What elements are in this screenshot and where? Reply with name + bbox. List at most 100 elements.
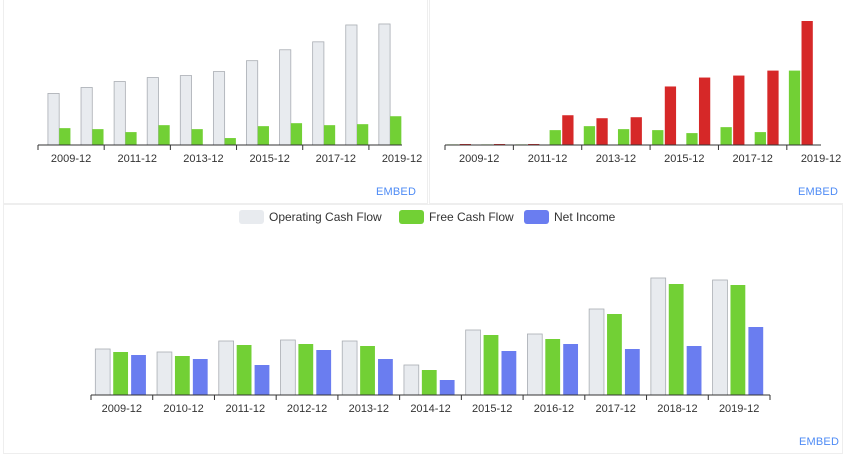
chart-panel-bottom: 2009-12 2010-12 2011-12 2012-12 2013-12 2014-… xyxy=(3,204,843,454)
x-tick-label-tl-2017-12: 2017-12 xyxy=(316,153,356,165)
bar-bottom-s1-2019-12 xyxy=(730,285,746,395)
chart-top-right: 2009-12 2011-12 2013-12 2015-12 2017-12 2019-… xyxy=(444,21,841,165)
bar-tl-s1-2015-12 xyxy=(257,126,269,145)
x-tick-label-tr-2015-12: 2015-12 xyxy=(664,153,704,165)
x-tick-label-bottom-2011-12: 2011-12 xyxy=(226,403,266,415)
bar-bottom-s2-2013-12 xyxy=(378,359,393,395)
x-tick-label-bottom-2012-12: 2012-12 xyxy=(287,403,327,415)
bar-tl-s1-2018-12 xyxy=(357,124,369,145)
x-tick-label-bottom-2015-12: 2015-12 xyxy=(472,403,512,415)
bar-tl-s0-2016-12 xyxy=(279,49,292,146)
bar-tl-s0-2018-12 xyxy=(345,24,358,146)
embed-link-top-right[interactable]: EMBED xyxy=(798,186,839,198)
bar-bottom-s2-2011-12 xyxy=(254,365,270,395)
bar-bottom-s0-2014-12 xyxy=(403,364,420,396)
x-tick-label-bottom-2014-12: 2014-12 xyxy=(410,403,450,415)
bar-tr-s1-2014-12 xyxy=(630,117,642,145)
bar-tl-s1-2012-12 xyxy=(158,125,170,145)
legend-swatch-2 xyxy=(524,210,549,224)
legend-swatch-1 xyxy=(399,210,424,224)
bar-tl-s0-2017-12 xyxy=(312,41,325,146)
bar-tr-s1-2015-12 xyxy=(664,86,677,145)
bar-tl-s1-2016-12 xyxy=(290,123,303,145)
x-tick-label-bottom-2016-12: 2016-12 xyxy=(534,403,574,415)
bar-bottom-s0-2010-12 xyxy=(156,351,173,396)
bar-tl-s1-2010-12 xyxy=(92,129,104,145)
bar-tr-s0-2019-12 xyxy=(788,70,801,145)
chart-bottom: 2009-12 2010-12 2011-12 2012-12 2013-12 2014-… xyxy=(90,210,771,415)
bar-bottom-s2-2010-12 xyxy=(192,359,208,395)
bar-bottom-s1-2017-12 xyxy=(607,314,622,395)
embed-link-top-left[interactable]: EMBED xyxy=(376,186,417,198)
bar-bottom-s1-2013-12 xyxy=(360,346,375,395)
bar-bottom-s2-2012-12 xyxy=(316,350,332,395)
x-tick-label-bottom-2017-12: 2017-12 xyxy=(595,403,635,415)
bar-tr-s0-2017-12 xyxy=(720,127,732,145)
bar-tl-s0-2013-12 xyxy=(179,75,192,146)
bar-bottom-s1-2009-12 xyxy=(113,352,129,395)
bar-tr-s1-2013-12 xyxy=(596,118,608,145)
bar-tl-s1-2013-12 xyxy=(191,129,203,145)
x-tick-label-tr-2009-12: 2009-12 xyxy=(459,153,499,165)
bar-bottom-s2-2019-12 xyxy=(748,327,764,395)
legend-label-1: Free Cash Flow xyxy=(429,210,514,224)
bar-tr-s0-2013-12 xyxy=(583,126,596,145)
x-tick-label-tl-2009-12: 2009-12 xyxy=(51,153,91,165)
bar-bottom-s0-2009-12 xyxy=(94,348,111,396)
bar-bottom-s1-2014-12 xyxy=(421,370,437,395)
bar-bottom-s0-2018-12 xyxy=(650,277,667,396)
x-tick-label-bottom-2019-12: 2019-12 xyxy=(719,403,759,415)
bar-bottom-s2-2016-12 xyxy=(563,344,579,395)
bar-bottom-s0-2011-12 xyxy=(218,340,234,396)
bar-bottom-s1-2016-12 xyxy=(545,339,561,395)
bar-bottom-s2-2018-12 xyxy=(686,346,702,395)
bar-tr-s0-2015-12 xyxy=(652,130,664,145)
x-tick-label-tr-2017-12: 2017-12 xyxy=(732,153,772,165)
bar-bottom-s0-2017-12 xyxy=(588,308,605,396)
x-tick-label-tl-2019-12: 2019-12 xyxy=(382,153,422,165)
bar-tr-s1-2019-12 xyxy=(801,21,813,145)
bar-tl-s0-2012-12 xyxy=(146,77,159,146)
bar-tl-s1-2014-12 xyxy=(224,138,236,145)
bar-bottom-s2-2017-12 xyxy=(624,349,640,395)
bar-bottom-s0-2015-12 xyxy=(465,329,481,396)
bar-tl-s0-2011-12 xyxy=(113,81,126,146)
bar-tr-s1-2018-12 xyxy=(767,70,779,145)
bar-bottom-s1-2012-12 xyxy=(298,344,314,395)
bar-tl-s0-2015-12 xyxy=(246,60,259,146)
x-tick-label-tr-2011-12: 2011-12 xyxy=(528,153,568,165)
embed-link-bottom[interactable]: EMBED xyxy=(799,436,840,448)
legend-swatch-0 xyxy=(239,210,264,224)
x-tick-label-bottom-2013-12: 2013-12 xyxy=(349,403,389,415)
bar-bottom-s0-2019-12 xyxy=(712,279,728,396)
x-tick-label-tl-2013-12: 2013-12 xyxy=(183,153,223,165)
x-tick-label-tr-2013-12: 2013-12 xyxy=(596,153,636,165)
bar-tl-s0-2010-12 xyxy=(80,87,93,146)
legend-label-2: Net Income xyxy=(554,210,616,224)
bar-tl-s0-2009-12 xyxy=(47,93,60,146)
bar-tr-s1-2016-12 xyxy=(698,77,711,145)
x-tick-label-tr-2019-12: 2019-12 xyxy=(801,153,841,165)
legend-label-0: Operating Cash Flow xyxy=(269,210,382,224)
x-tick-label-tl-2011-12: 2011-12 xyxy=(117,153,157,165)
bar-tr-s1-2017-12 xyxy=(733,75,745,145)
x-tick-label-bottom-2018-12: 2018-12 xyxy=(657,403,697,415)
bar-bottom-s2-2015-12 xyxy=(501,351,517,395)
bar-tr-s0-2014-12 xyxy=(617,129,630,145)
bar-bottom-s1-2018-12 xyxy=(668,284,684,395)
bar-tl-s0-2014-12 xyxy=(212,71,226,146)
chart-top-left: 2009-12 2011-12 2013-12 2015-12 2017-12 2019-… xyxy=(37,23,422,165)
bar-bottom-s0-2013-12 xyxy=(341,340,358,396)
bar-tr-s1-2012-12 xyxy=(562,115,574,145)
bar-tr-s0-2012-12 xyxy=(549,130,561,145)
bar-tr-s0-2016-12 xyxy=(686,133,698,145)
bar-tl-s1-2009-12 xyxy=(59,128,71,145)
bar-bottom-s0-2012-12 xyxy=(280,339,296,396)
chart-panel-top-left: 2009-12 2011-12 2013-12 2015-12 2017-12 2019-… xyxy=(3,0,428,204)
chart-panel-top-right: 2009-12 2011-12 2013-12 2015-12 2017-12 2019-… xyxy=(429,0,843,204)
bar-bottom-s1-2011-12 xyxy=(236,345,252,395)
bar-bottom-s0-2016-12 xyxy=(527,333,543,396)
bar-bottom-s2-2014-12 xyxy=(439,380,455,395)
x-tick-label-tl-2015-12: 2015-12 xyxy=(249,153,289,165)
bar-tl-s1-2011-12 xyxy=(125,132,137,145)
